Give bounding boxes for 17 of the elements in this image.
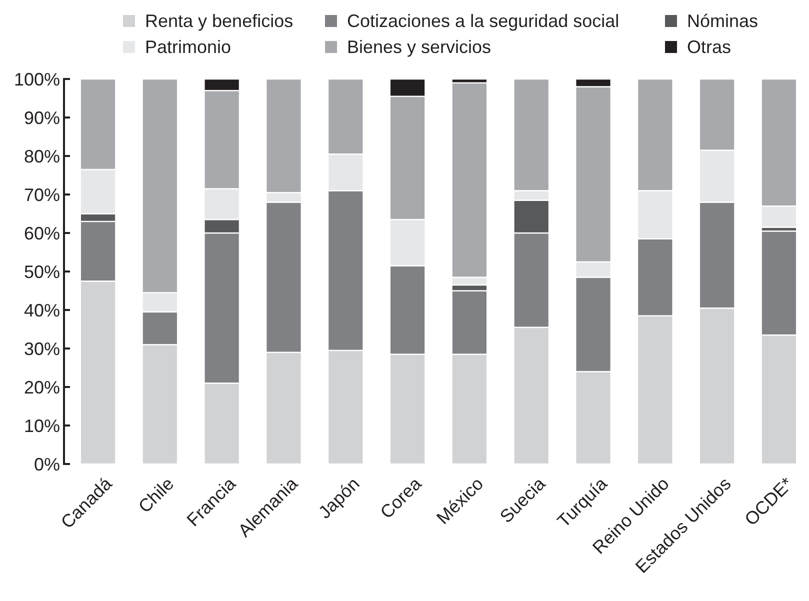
legend-label: Nóminas [687,11,758,31]
legend-label: Renta y beneficios [145,11,294,31]
y-tick-label: 70% [24,184,60,205]
y-tick-label: 90% [24,108,60,128]
legend-label: Bienes y servicios [347,37,492,57]
y-tick-label: 10% [24,416,60,436]
y-tick-label: 50% [24,262,60,282]
y-tick-label: 100% [14,69,60,90]
legend-label: Otras [687,37,732,57]
y-tick-label: 60% [24,223,60,244]
legend-label: Patrimonio [145,37,232,57]
y-tick-label: 40% [24,300,60,320]
y-tick-label: 20% [24,377,60,398]
y-tick-label: 80% [24,146,60,166]
y-tick-label: 30% [24,338,60,359]
y-tick-label: 0% [34,454,60,474]
legend-label: Cotizaciones a la seguridad social [347,11,620,31]
